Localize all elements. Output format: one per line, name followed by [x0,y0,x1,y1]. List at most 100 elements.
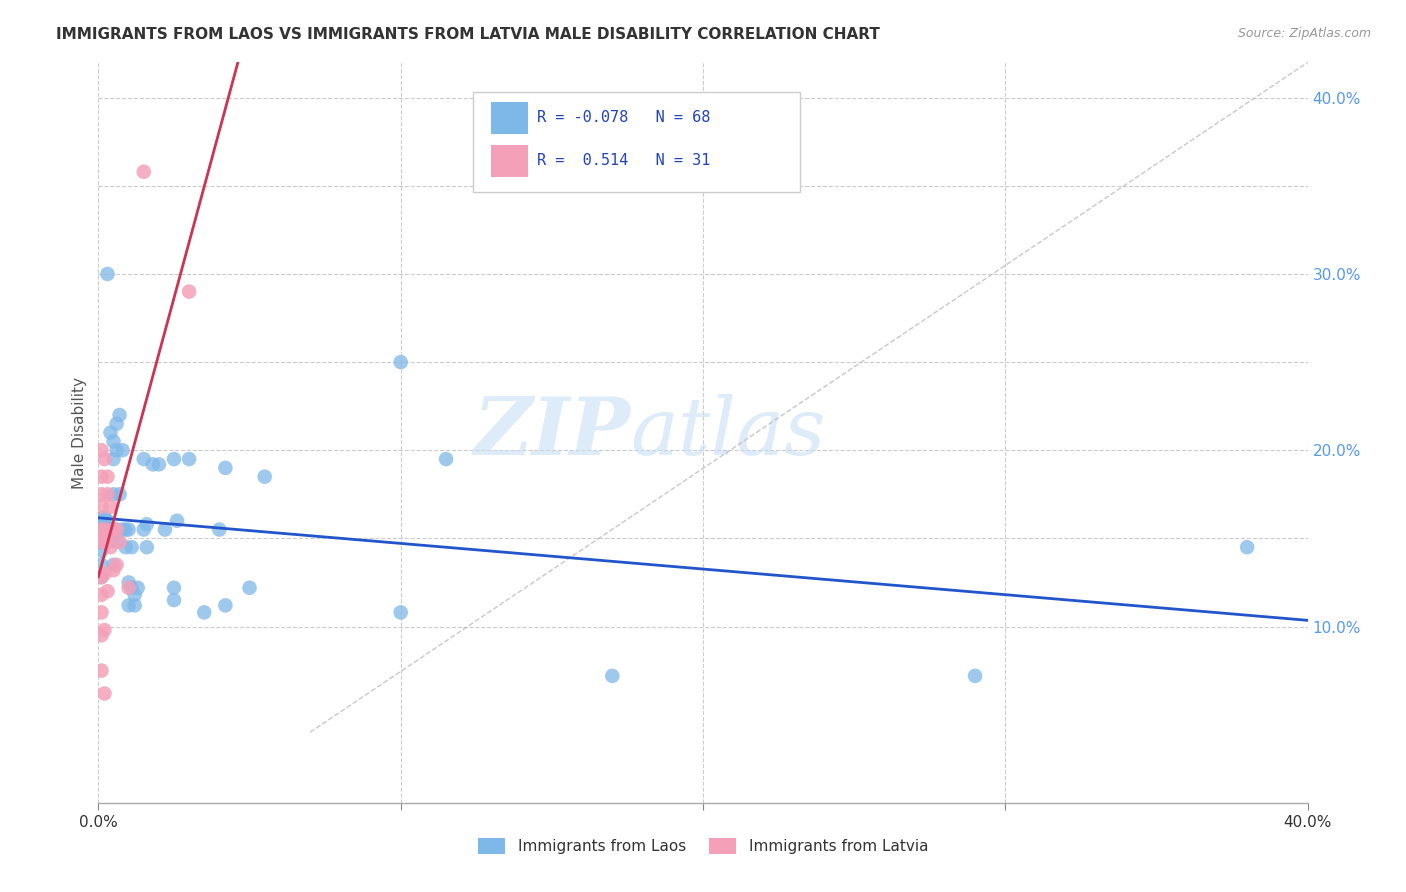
Point [90,543,112,558]
Point [103,563,125,577]
Point [602,669,624,683]
Point [121,581,143,595]
Point [105,558,128,572]
Point [90,628,112,642]
Text: R = -0.078   N = 68: R = -0.078 N = 68 [537,111,710,126]
Point [105,443,128,458]
Point [100,523,122,537]
Point [108,408,131,422]
Point [132,523,155,537]
Point [208,523,231,537]
Point [103,558,125,572]
Point [93,523,115,537]
Point [96,535,118,549]
Point [179,285,201,299]
Point [100,425,122,440]
Point [132,165,155,179]
Point [90,535,112,549]
Text: IMMIGRANTS FROM LAOS VS IMMIGRANTS FROM LATVIA MALE DISABILITY CORRELATION CHART: IMMIGRANTS FROM LAOS VS IMMIGRANTS FROM … [56,27,880,42]
Point [90,535,112,549]
Point [103,532,125,546]
Point [965,669,987,683]
Point [108,487,131,501]
Point [93,517,115,532]
Point [434,452,457,467]
Point [105,523,128,537]
Point [90,500,112,514]
Text: R =  0.514   N = 31: R = 0.514 N = 31 [537,153,710,169]
Point [114,523,136,537]
Point [93,535,115,549]
Text: atlas: atlas [630,394,825,471]
Point [93,510,115,524]
Y-axis label: Male Disability: Male Disability [72,376,87,489]
Point [214,599,236,613]
Point [135,540,157,554]
Point [90,487,112,501]
Point [96,487,118,501]
Point [105,535,128,549]
Point [118,523,141,537]
Point [90,528,112,542]
Point [90,523,112,537]
Point [111,443,134,458]
Point [90,664,112,678]
Point [90,558,112,572]
Point [96,523,118,537]
Point [93,623,115,637]
FancyBboxPatch shape [492,103,527,135]
Point [100,532,122,546]
Point [93,535,115,549]
Point [214,461,236,475]
Point [166,514,188,528]
Point [93,686,115,700]
Point [96,532,118,546]
Text: ZIP: ZIP [474,394,630,471]
Point [148,458,170,472]
Point [105,417,128,431]
Point [163,581,186,595]
Point [90,517,112,532]
Point [121,540,143,554]
Point [90,606,112,620]
Point [90,570,112,584]
Point [111,523,134,537]
Point [118,575,141,590]
Point [96,584,118,599]
Point [103,452,125,467]
Point [90,443,112,458]
Point [179,452,201,467]
Point [103,487,125,501]
Point [90,588,112,602]
Point [96,532,118,546]
Point [93,452,115,467]
Point [132,452,155,467]
Point [93,523,115,537]
Point [105,523,128,537]
Point [163,593,186,607]
Point [127,581,149,595]
Point [142,458,165,472]
Point [103,523,125,537]
Point [253,469,276,483]
Point [90,469,112,483]
Point [239,581,262,595]
Point [96,469,118,483]
FancyBboxPatch shape [492,145,527,178]
Point [90,512,112,526]
Point [100,540,122,554]
Point [103,523,125,537]
Text: Source: ZipAtlas.com: Source: ZipAtlas.com [1237,27,1371,40]
Point [1236,540,1258,554]
Point [108,535,131,549]
Point [103,434,125,449]
Point [90,523,112,537]
Point [389,355,412,369]
Point [163,452,186,467]
Point [135,517,157,532]
Point [124,588,146,602]
Point [90,570,112,584]
Point [96,514,118,528]
Point [114,540,136,554]
Point [100,500,122,514]
